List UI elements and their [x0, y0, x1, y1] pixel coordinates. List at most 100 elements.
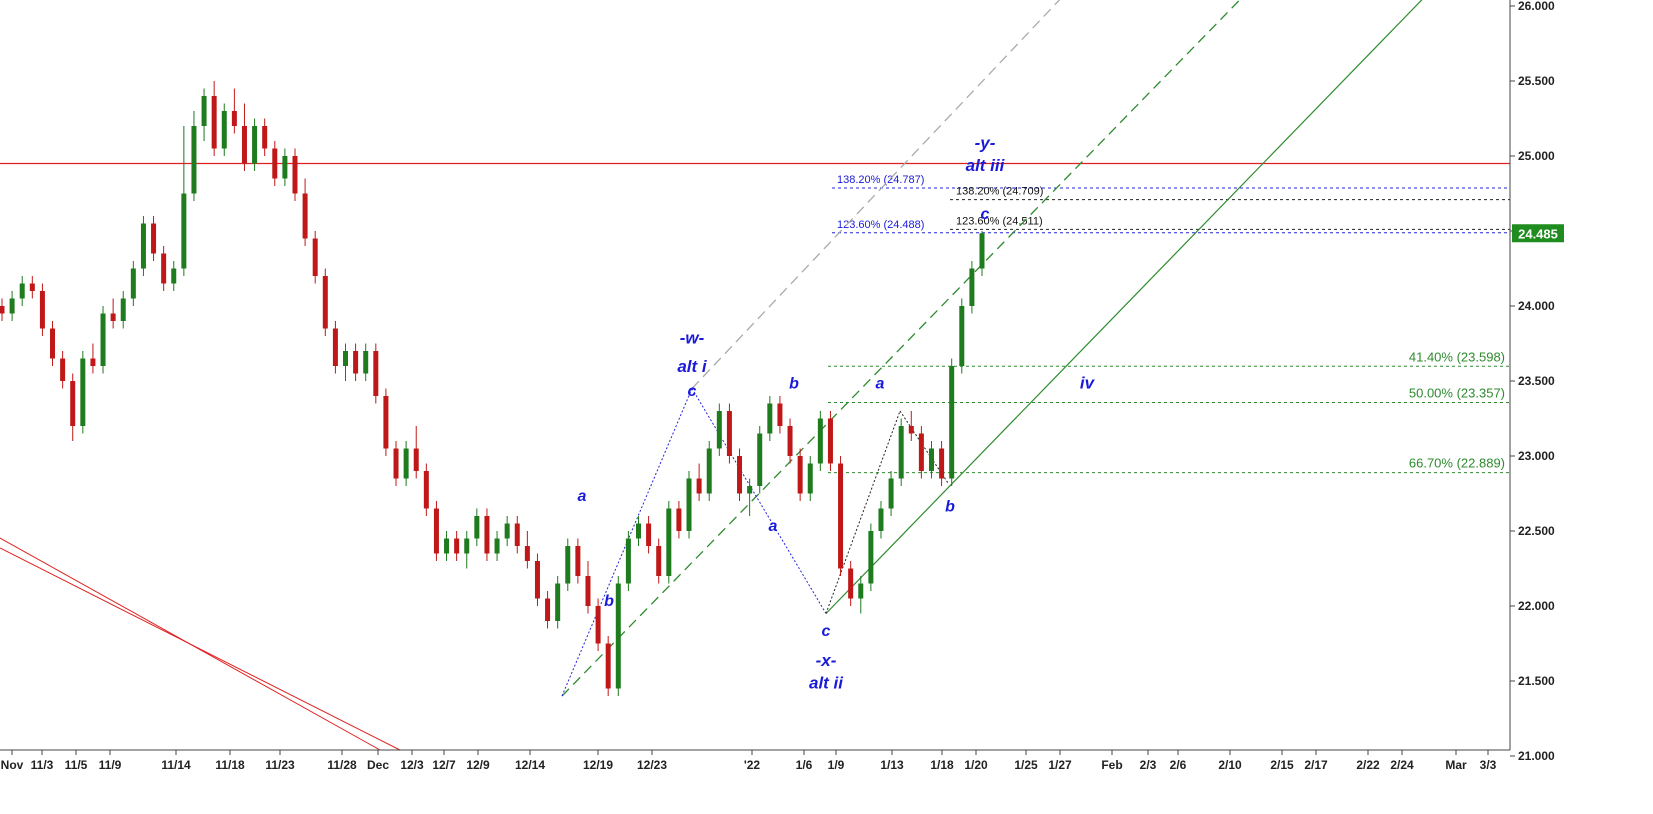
x-tick-label: Feb	[1101, 758, 1122, 772]
fib-level-label: 41.40% (23.598)	[1409, 349, 1505, 364]
candle-body	[646, 523, 652, 546]
wave-label: b	[604, 593, 614, 610]
x-tick-label: 1/6	[796, 758, 813, 772]
candle-body	[110, 313, 116, 321]
fib-level-label: 138.20% (24.709)	[956, 186, 1043, 198]
x-tick-label: 11/23	[265, 758, 295, 772]
candle-body	[100, 313, 106, 366]
y-tick-label: 21.000	[1518, 749, 1555, 763]
x-tick-label: 11/14	[161, 758, 191, 772]
candle-body	[80, 358, 86, 426]
x-tick-label: 2/3	[1140, 758, 1157, 772]
candle-body	[130, 268, 136, 299]
candle-body	[524, 546, 530, 561]
candle-body	[969, 268, 975, 306]
candle-body	[615, 583, 621, 689]
fib-level-label: 123.60% (24.488)	[837, 219, 924, 231]
candle-body	[373, 351, 379, 396]
candle-body	[70, 381, 76, 426]
x-tick-label: 12/9	[466, 758, 490, 772]
candle-body	[221, 111, 227, 149]
x-tick-label: Dec	[367, 758, 389, 772]
candle-body	[504, 523, 510, 539]
candle-body	[747, 486, 753, 494]
y-tick-label: 23.000	[1518, 449, 1555, 463]
wave-label: iv	[1080, 374, 1096, 393]
fib-level-label: 50.00% (23.357)	[1409, 385, 1505, 400]
y-tick-label: 23.500	[1518, 374, 1555, 388]
wave-label: c	[822, 623, 831, 640]
channel-line-gray	[691, 0, 1061, 389]
candle-body	[383, 396, 389, 449]
candle-body	[29, 283, 35, 291]
candle-body	[393, 448, 399, 479]
wave-label: alt iii	[966, 156, 1006, 175]
candle-body	[656, 546, 662, 576]
y-tick-label: 26.000	[1518, 0, 1555, 13]
x-tick-label: 1/13	[880, 758, 904, 772]
last-price-label: 24.485	[1518, 226, 1558, 241]
candle-body	[939, 448, 945, 479]
candle-body	[635, 523, 641, 539]
red-trend-lower	[0, 547, 401, 751]
candle-body	[332, 328, 338, 366]
x-tick-label: 1/20	[964, 758, 988, 772]
candle-body	[312, 238, 318, 276]
x-tick-label: 1/18	[930, 758, 954, 772]
x-tick-label: 11/18	[215, 758, 245, 772]
x-tick-label: 2/10	[1218, 758, 1242, 772]
x-tick-label: 12/7	[432, 758, 456, 772]
candle-body	[817, 418, 823, 464]
wave-label: a	[578, 488, 587, 505]
candle-body	[605, 643, 611, 689]
wave-label: c	[981, 206, 990, 223]
candle-body	[666, 508, 672, 576]
axes: 21.000 21.500 22.000 22.500 23.000 23.500 24.0…	[0, 0, 1564, 772]
y-tick-label: 24.000	[1518, 299, 1555, 313]
candle-body	[474, 516, 480, 539]
candle-body	[151, 223, 157, 254]
channel-line-solid	[825, 0, 1423, 614]
candle-body	[0, 306, 5, 314]
candle-body	[888, 478, 894, 509]
candle-body	[757, 433, 763, 486]
x-tick-label: '22	[744, 758, 761, 772]
candle-body	[413, 448, 419, 471]
candle-body	[777, 403, 783, 426]
candle-body	[403, 448, 409, 479]
x-tick-label: Nov	[1, 758, 24, 772]
candle-body	[898, 426, 904, 479]
x-tick-label: 1/25	[1014, 758, 1038, 772]
candle-body	[322, 276, 328, 329]
candle-body	[9, 298, 15, 314]
candle-body	[444, 538, 450, 554]
candle-body	[787, 426, 793, 456]
x-tick-label: 2/15	[1270, 758, 1294, 772]
x-tick-label: 2/22	[1356, 758, 1380, 772]
candle-body	[827, 418, 833, 464]
candle-body	[201, 96, 207, 126]
candle-body	[908, 426, 914, 434]
candle-body	[171, 268, 177, 284]
candle-body	[191, 126, 197, 194]
candle-body	[949, 366, 955, 479]
candle-body	[706, 448, 712, 494]
candle-body	[716, 411, 722, 449]
wave-label: a	[769, 518, 778, 535]
candle-body	[979, 233, 985, 269]
candle-body	[262, 126, 268, 149]
x-tick-label: 2/17	[1304, 758, 1328, 772]
candle-body	[241, 126, 247, 164]
candle-body	[90, 358, 96, 366]
candle-body	[140, 223, 146, 269]
wave-label: -w-	[680, 329, 705, 348]
candle-body	[928, 448, 934, 471]
candlesticks	[0, 81, 985, 696]
candle-body	[423, 471, 429, 509]
candle-body	[595, 606, 601, 644]
fibonacci-levels: 138.20% (24.787) 138.20% (24.709) 123.60% …	[0, 162, 1510, 474]
candle-body	[282, 156, 288, 179]
fib-level-label: 66.70% (22.889)	[1409, 456, 1505, 471]
